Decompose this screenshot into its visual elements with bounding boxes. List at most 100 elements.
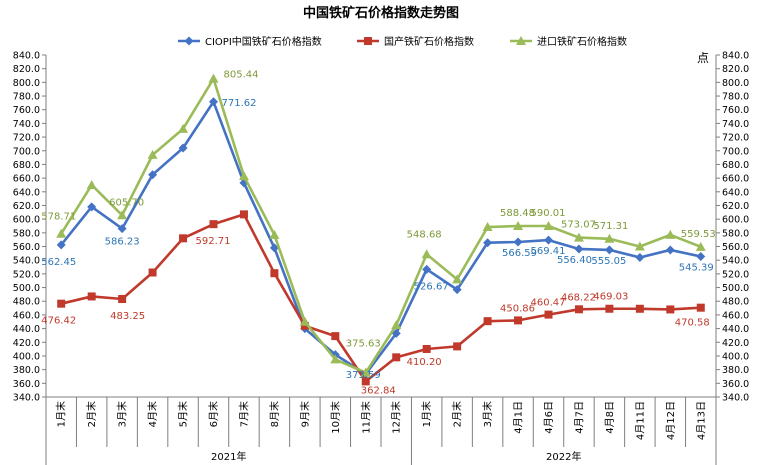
y-tick-label-right: 680.0 bbox=[722, 160, 749, 171]
series-point-square bbox=[209, 220, 218, 229]
y-tick-label-right: 700.0 bbox=[722, 146, 749, 157]
data-label: 410.20 bbox=[407, 357, 442, 368]
x-tick-label: 3月末 bbox=[116, 401, 129, 427]
y-tick-label-left: 420.0 bbox=[13, 338, 40, 349]
series-point-triangle bbox=[238, 171, 249, 181]
series-point-triangle bbox=[391, 320, 402, 330]
series-point-square bbox=[270, 269, 279, 278]
series-point-square bbox=[483, 317, 492, 326]
y-tick-label-right: 440.0 bbox=[722, 324, 749, 335]
legend-label: CIOPI中国铁矿石价格指数 bbox=[205, 35, 322, 48]
series-point-triangle bbox=[299, 316, 310, 326]
data-label: 526.67 bbox=[414, 281, 449, 292]
series-point-triangle bbox=[56, 228, 67, 238]
x-tick-label: 2月末 bbox=[85, 401, 98, 427]
series-point-diamond bbox=[665, 245, 675, 255]
data-label: 559.53 bbox=[681, 229, 716, 240]
series-point-triangle bbox=[482, 222, 493, 232]
y-tick-label-right: 380.0 bbox=[722, 365, 749, 376]
series-point-square bbox=[300, 321, 309, 330]
x-tick-label: 4月末 bbox=[146, 401, 159, 427]
x-tick-label: 4月7日 bbox=[573, 401, 585, 434]
y-tick-label-left: 500.0 bbox=[13, 283, 40, 294]
y-tick-label-right: 580.0 bbox=[722, 228, 749, 239]
series-point-triangle bbox=[452, 274, 463, 284]
y-tick-label-right: 520.0 bbox=[722, 269, 749, 280]
series-point-square bbox=[364, 37, 372, 45]
series-point-triangle bbox=[421, 249, 432, 259]
y-tick-label-right: 820.0 bbox=[722, 64, 749, 75]
legend: CIOPI中国铁矿石价格指数 国产铁矿石价格指数 进口铁矿石价格指数 bbox=[178, 35, 627, 48]
y-tick-label-left: 740.0 bbox=[13, 119, 40, 130]
y-tick-label-right: 460.0 bbox=[722, 310, 749, 321]
series-point-diamond bbox=[391, 328, 401, 338]
series-square bbox=[57, 210, 705, 386]
series-point-diamond bbox=[209, 97, 218, 107]
y-tick-label-right: 600.0 bbox=[722, 215, 749, 226]
y-tick-label-left: 620.0 bbox=[13, 201, 40, 212]
y-tick-label-left: 660.0 bbox=[13, 174, 40, 185]
x-tick-label: 6月末 bbox=[207, 401, 220, 427]
series-line bbox=[60, 213, 701, 383]
y-tick-label-right: 660.0 bbox=[722, 174, 749, 185]
series-point-triangle bbox=[695, 241, 706, 251]
x-tick-label: 9月末 bbox=[298, 401, 311, 427]
x-tick-label: 4月1日 bbox=[513, 401, 525, 434]
x-tick-label: 4月11日 bbox=[634, 401, 646, 440]
y-tick-label-left: 720.0 bbox=[13, 133, 40, 144]
y-tick-label-left: 840.0 bbox=[13, 51, 40, 62]
y-tick-label-right: 540.0 bbox=[722, 256, 749, 267]
data-label: 373.59 bbox=[346, 370, 381, 381]
year-group-label: 2021年 bbox=[211, 450, 246, 463]
series-point-square bbox=[544, 310, 553, 319]
series-point-triangle bbox=[516, 36, 526, 45]
data-label: 590.01 bbox=[531, 208, 566, 219]
x-tick-label: 7月末 bbox=[237, 401, 250, 427]
x-tick-label: 8月末 bbox=[268, 401, 281, 427]
series-point-triangle bbox=[117, 210, 128, 220]
series-point-triangle bbox=[208, 73, 219, 83]
data-label: 805.44 bbox=[224, 70, 259, 81]
x-tick-label: 2月末 bbox=[451, 401, 464, 427]
y-tick-label-left: 700.0 bbox=[13, 146, 40, 157]
plot-area bbox=[56, 73, 706, 386]
data-label: 375.63 bbox=[346, 339, 381, 350]
y-tick-label-right: 640.0 bbox=[722, 187, 749, 198]
data-label: 468.22 bbox=[561, 292, 596, 303]
series-point-square bbox=[148, 268, 157, 277]
data-label: 562.45 bbox=[41, 257, 76, 268]
data-label: 573.07 bbox=[561, 220, 596, 231]
series-point-square bbox=[605, 304, 614, 313]
y-tick-label-right: 740.0 bbox=[722, 119, 749, 130]
series-point-diamond bbox=[87, 202, 97, 212]
data-label: 483.25 bbox=[110, 311, 145, 322]
x-tick-label: 3月末 bbox=[481, 401, 494, 427]
series-point-diamond bbox=[178, 143, 188, 153]
data-label: 571.31 bbox=[593, 221, 628, 232]
y-tick-label-left: 360.0 bbox=[13, 379, 40, 390]
series-point-square bbox=[392, 353, 401, 362]
y-tick-label-right: 760.0 bbox=[722, 105, 749, 116]
series-point-diamond bbox=[184, 36, 194, 46]
series-point-triangle bbox=[573, 232, 584, 242]
y-tick-label-right: 780.0 bbox=[722, 92, 749, 103]
series-point-diamond bbox=[148, 170, 158, 180]
series-point-triangle bbox=[330, 354, 341, 364]
y-tick-label-right: 400.0 bbox=[722, 351, 749, 362]
y-tick-label-left: 340.0 bbox=[13, 393, 40, 404]
y-tick-label-right: 560.0 bbox=[722, 242, 749, 253]
data-label: 469.03 bbox=[593, 292, 628, 303]
series-point-square bbox=[179, 234, 188, 243]
series-point-square bbox=[57, 299, 66, 308]
series-point-diamond bbox=[422, 264, 432, 274]
x-tick-label: 1月末 bbox=[420, 401, 433, 427]
data-labels: 562.45 586.23 771.62 373.59 526.67 566.59569.… bbox=[41, 70, 716, 397]
x-tick-label: 4月13日 bbox=[695, 401, 707, 440]
data-label: 470.58 bbox=[675, 318, 710, 329]
legend-label: 国产铁矿石价格指数 bbox=[384, 35, 474, 48]
y-tick-label-right: 800.0 bbox=[722, 78, 749, 89]
y-tick-label-left: 680.0 bbox=[13, 160, 40, 171]
y-tick-label-left: 460.0 bbox=[13, 310, 40, 321]
series-triangle bbox=[56, 73, 706, 377]
series-point-square bbox=[666, 305, 675, 314]
